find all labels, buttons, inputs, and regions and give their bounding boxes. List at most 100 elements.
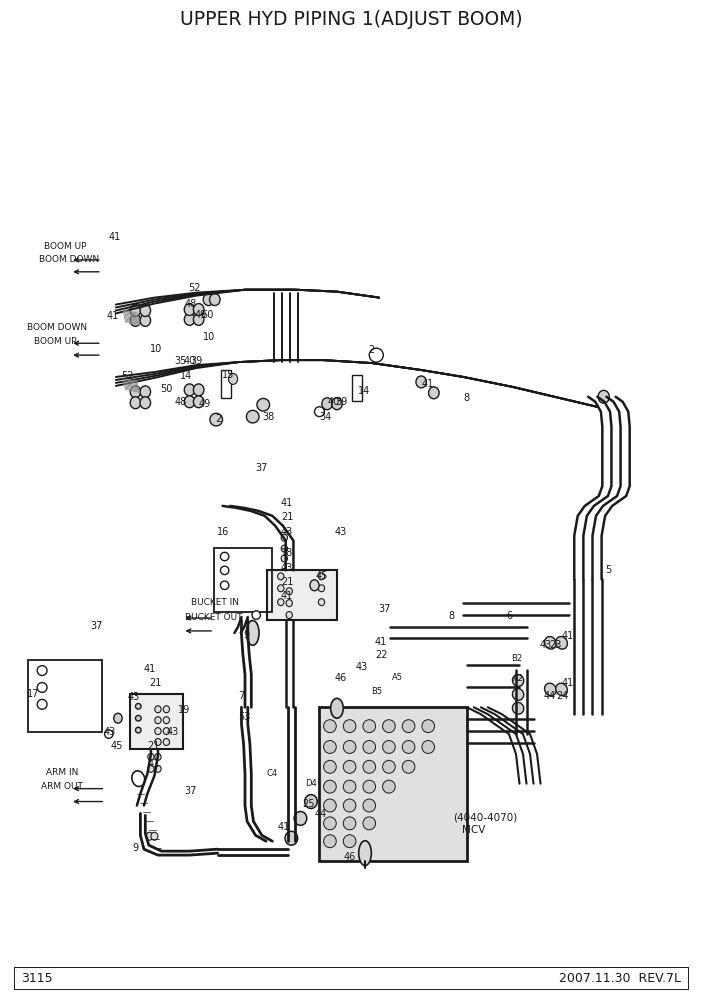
Text: 41: 41 (109, 232, 121, 242)
Ellipse shape (132, 771, 145, 787)
Text: 45: 45 (315, 571, 328, 581)
Text: 46: 46 (343, 852, 355, 862)
Text: 43: 43 (281, 527, 293, 537)
Text: BOOM DOWN: BOOM DOWN (39, 255, 99, 265)
Ellipse shape (151, 832, 158, 840)
Ellipse shape (131, 397, 140, 409)
Text: BOOM UP: BOOM UP (44, 241, 86, 251)
Text: BUCKET OUT: BUCKET OUT (185, 612, 243, 622)
Ellipse shape (343, 740, 356, 754)
Ellipse shape (363, 781, 376, 794)
Bar (130, 694, 183, 749)
Ellipse shape (140, 397, 150, 409)
Circle shape (135, 715, 141, 721)
Text: A5: A5 (392, 673, 403, 682)
Ellipse shape (512, 702, 524, 714)
Text: 53: 53 (239, 712, 251, 722)
Text: 10: 10 (150, 344, 161, 354)
Ellipse shape (278, 573, 284, 579)
Text: 43: 43 (355, 662, 367, 672)
Bar (28, 660, 102, 732)
Ellipse shape (193, 313, 204, 325)
Text: 14: 14 (180, 371, 192, 381)
Text: 24: 24 (557, 691, 569, 701)
Text: 43: 43 (335, 527, 347, 537)
Circle shape (135, 727, 141, 733)
Ellipse shape (512, 675, 524, 686)
Circle shape (220, 581, 229, 589)
Ellipse shape (185, 384, 195, 396)
Ellipse shape (343, 761, 356, 774)
Ellipse shape (363, 761, 376, 774)
Bar (214, 548, 272, 612)
Ellipse shape (383, 761, 395, 774)
Text: 41: 41 (143, 664, 155, 674)
Ellipse shape (324, 761, 336, 774)
Bar (352, 375, 362, 401)
Text: 43: 43 (539, 640, 551, 650)
Ellipse shape (383, 740, 395, 754)
Circle shape (220, 553, 229, 560)
Ellipse shape (556, 683, 567, 695)
Text: 8: 8 (463, 393, 470, 403)
Text: 41: 41 (147, 759, 159, 769)
Text: 2007.11.30  REV.7L: 2007.11.30 REV.7L (559, 971, 681, 985)
Ellipse shape (278, 585, 284, 591)
Ellipse shape (148, 754, 154, 760)
Ellipse shape (598, 391, 609, 404)
Ellipse shape (545, 637, 556, 649)
Ellipse shape (324, 740, 336, 754)
Text: 5: 5 (605, 565, 611, 575)
Text: 6: 6 (507, 611, 513, 621)
Text: 21: 21 (281, 577, 293, 587)
Ellipse shape (343, 817, 356, 829)
Text: 37: 37 (90, 621, 102, 631)
Text: UPPER HYD PIPING 1(ADJUST BOOM): UPPER HYD PIPING 1(ADJUST BOOM) (180, 10, 522, 30)
Text: A2: A2 (512, 674, 524, 683)
Text: 41: 41 (277, 822, 289, 832)
Text: 14: 14 (358, 386, 370, 396)
Ellipse shape (363, 720, 376, 732)
Ellipse shape (281, 546, 288, 552)
Ellipse shape (155, 754, 161, 760)
Circle shape (105, 730, 113, 738)
Text: 21: 21 (150, 679, 162, 688)
Text: 37: 37 (185, 786, 197, 796)
Ellipse shape (229, 373, 237, 385)
Text: 52: 52 (188, 283, 201, 293)
Text: C4: C4 (267, 769, 278, 779)
Ellipse shape (278, 599, 284, 605)
Text: 39: 39 (190, 356, 202, 366)
Text: 41: 41 (375, 637, 387, 647)
Text: 21: 21 (281, 512, 293, 522)
Ellipse shape (545, 683, 556, 695)
Text: 9: 9 (244, 630, 250, 640)
Text: 10: 10 (203, 332, 215, 342)
Text: 43: 43 (104, 727, 116, 737)
Text: 22: 22 (375, 650, 388, 660)
Text: 48: 48 (185, 299, 197, 309)
Ellipse shape (402, 720, 415, 732)
Bar (221, 370, 231, 398)
Ellipse shape (185, 396, 195, 408)
Circle shape (257, 399, 270, 411)
Text: 34: 34 (319, 412, 331, 422)
Text: 50: 50 (160, 384, 173, 394)
Ellipse shape (343, 781, 356, 794)
Text: 49: 49 (199, 399, 211, 409)
Text: 9: 9 (132, 843, 138, 853)
Text: 43: 43 (166, 727, 178, 737)
Ellipse shape (155, 738, 161, 746)
Ellipse shape (322, 398, 333, 410)
Ellipse shape (331, 698, 343, 718)
Text: 37: 37 (255, 463, 267, 473)
Ellipse shape (193, 304, 204, 315)
Text: 45: 45 (110, 741, 123, 751)
Ellipse shape (209, 294, 220, 306)
Text: 41: 41 (562, 679, 574, 688)
Ellipse shape (148, 766, 154, 772)
Text: 41: 41 (107, 311, 119, 321)
Text: BUCKET IN: BUCKET IN (191, 597, 239, 607)
Ellipse shape (114, 713, 122, 723)
Text: 50: 50 (201, 310, 214, 320)
